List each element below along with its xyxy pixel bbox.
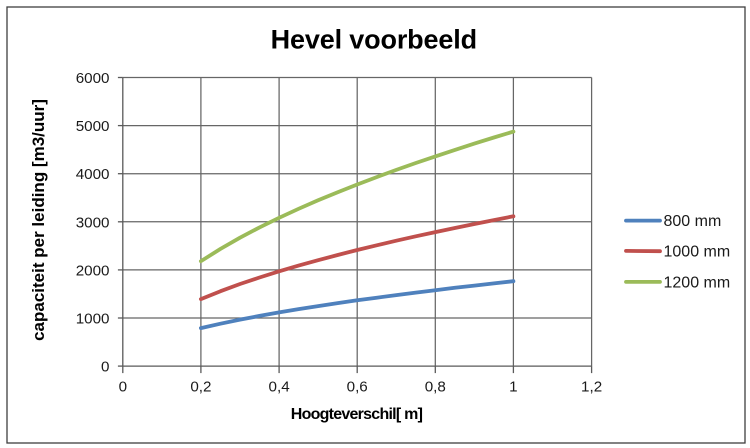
svg-text:6000: 6000 [76, 70, 110, 87]
svg-text:4000: 4000 [76, 166, 110, 183]
svg-text:capaciteit per leiding [m3/uur: capaciteit per leiding [m3/uur] [29, 99, 48, 341]
svg-text:3000: 3000 [76, 214, 110, 231]
svg-text:5000: 5000 [76, 118, 110, 135]
svg-text:Hevel voorbeeld: Hevel voorbeeld [271, 25, 477, 55]
svg-text:2000: 2000 [76, 262, 110, 279]
svg-text:1,2: 1,2 [581, 379, 602, 396]
svg-text:1: 1 [509, 379, 517, 396]
svg-text:Hoogteverschil[ m]: Hoogteverschil[ m] [291, 406, 423, 423]
svg-text:800 mm: 800 mm [664, 213, 722, 230]
svg-text:1200 mm: 1200 mm [664, 274, 731, 291]
svg-text:0: 0 [101, 359, 109, 376]
svg-text:0,2: 0,2 [190, 379, 211, 396]
svg-text:0: 0 [119, 379, 127, 396]
svg-text:0,8: 0,8 [425, 379, 446, 396]
svg-text:0,6: 0,6 [347, 379, 368, 396]
svg-text:1000 mm: 1000 mm [664, 243, 731, 260]
svg-text:0,4: 0,4 [269, 379, 290, 396]
svg-text:1000: 1000 [76, 311, 110, 328]
